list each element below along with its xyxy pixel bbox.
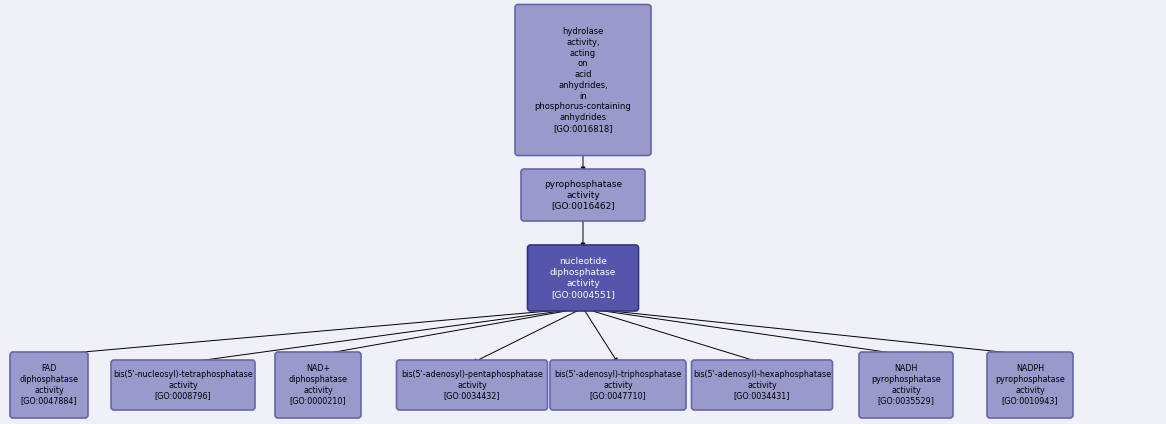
FancyBboxPatch shape	[275, 352, 361, 418]
FancyBboxPatch shape	[691, 360, 833, 410]
FancyBboxPatch shape	[986, 352, 1073, 418]
Text: NADH
pyrophosphatase
activity
[GO:0035529]: NADH pyrophosphatase activity [GO:003552…	[871, 364, 941, 406]
FancyBboxPatch shape	[396, 360, 548, 410]
Text: NADPH
pyrophosphatase
activity
[GO:0010943]: NADPH pyrophosphatase activity [GO:00109…	[995, 364, 1065, 406]
Text: bis(5'-adenosyl)-pentaphosphatase
activity
[GO:0034432]: bis(5'-adenosyl)-pentaphosphatase activi…	[401, 370, 543, 400]
FancyBboxPatch shape	[515, 5, 651, 156]
FancyBboxPatch shape	[521, 169, 645, 221]
Text: hydrolase
activity,
acting
on
acid
anhydrides,
in
phosphorus-containing
anhydrid: hydrolase activity, acting on acid anhyd…	[535, 27, 631, 133]
Text: bis(5'-nucleosyl)-tetraphosphatase
activity
[GO:0008796]: bis(5'-nucleosyl)-tetraphosphatase activ…	[113, 370, 253, 400]
Text: bis(5'-adenosyl)-triphosphatase
activity
[GO:0047710]: bis(5'-adenosyl)-triphosphatase activity…	[554, 370, 682, 400]
FancyBboxPatch shape	[10, 352, 87, 418]
FancyBboxPatch shape	[550, 360, 686, 410]
Text: NAD+
diphosphatase
activity
[GO:0000210]: NAD+ diphosphatase activity [GO:0000210]	[288, 364, 347, 406]
Text: bis(5'-adenosyl)-hexaphosphatase
activity
[GO:0034431]: bis(5'-adenosyl)-hexaphosphatase activit…	[693, 370, 831, 400]
FancyBboxPatch shape	[527, 245, 639, 311]
Text: pyrophosphatase
activity
[GO:0016462]: pyrophosphatase activity [GO:0016462]	[543, 180, 623, 210]
FancyBboxPatch shape	[859, 352, 953, 418]
Text: FAD
diphosphatase
activity
[GO:0047884]: FAD diphosphatase activity [GO:0047884]	[20, 364, 78, 406]
Text: nucleotide
diphosphatase
activity
[GO:0004551]: nucleotide diphosphatase activity [GO:00…	[550, 257, 616, 298]
FancyBboxPatch shape	[111, 360, 255, 410]
